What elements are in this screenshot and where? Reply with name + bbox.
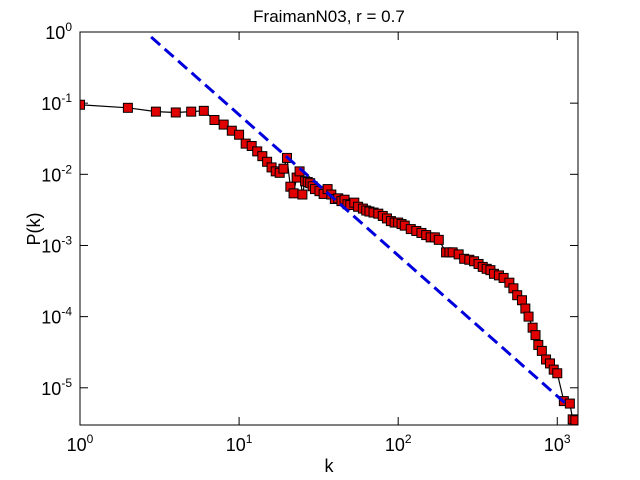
marker (170, 107, 181, 118)
marker (198, 105, 209, 116)
y-tick-label: 10-4 (41, 305, 72, 328)
marker (530, 330, 541, 341)
chart-title: FraimanN03, r = 0.7 (253, 7, 405, 26)
marker (218, 119, 229, 130)
marker (234, 129, 245, 140)
marker (288, 188, 299, 199)
marker (564, 398, 575, 409)
marker (209, 114, 220, 125)
marker (516, 295, 527, 306)
y-tick-label: 10-5 (41, 376, 72, 399)
marker (150, 106, 161, 117)
marker (433, 234, 444, 245)
x-tick-label: 100 (67, 432, 94, 455)
y-tick-label: 10-3 (41, 233, 72, 256)
x-tick-label: 103 (544, 432, 571, 455)
marker (278, 163, 289, 174)
marker (186, 106, 197, 117)
y-tick-label: 10-2 (41, 162, 72, 185)
x-tick-label: 102 (385, 432, 412, 455)
x-axis-label: k (325, 456, 335, 476)
y-tick-label: 10-1 (41, 91, 72, 114)
y-tick-label: 100 (45, 20, 72, 43)
plot-frame (79, 31, 579, 426)
marker (246, 141, 257, 152)
marker (523, 311, 534, 322)
y-axis-label: P(k) (24, 213, 44, 246)
marker (297, 189, 308, 200)
x-tick-label: 101 (226, 432, 253, 455)
marker (536, 345, 547, 356)
marker (122, 102, 133, 113)
series-line (150, 35, 568, 406)
marker (80, 99, 85, 110)
marker (552, 368, 563, 379)
